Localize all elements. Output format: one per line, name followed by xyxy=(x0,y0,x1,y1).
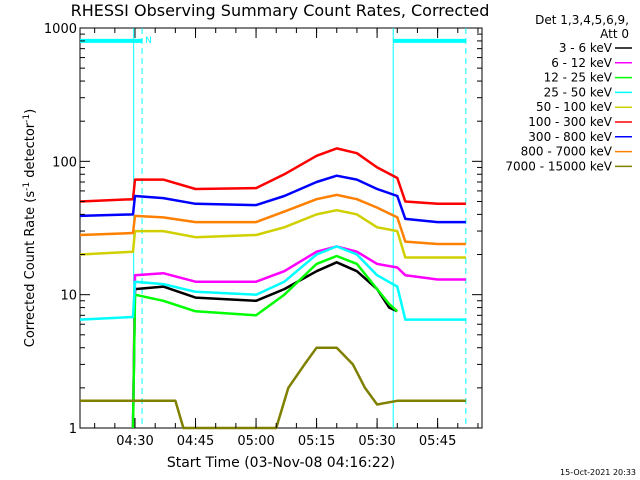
footer-timestamp: 15-Oct-2021 20:33 xyxy=(560,468,636,477)
chart-title: RHESSI Observing Summary Count Rates, Co… xyxy=(71,1,490,20)
y-axis-label-sup-1: -1 xyxy=(22,182,32,191)
x-tick-label-4: 05:30 xyxy=(358,434,395,449)
legend-label-3: 25 - 50 keV xyxy=(544,85,613,99)
legend-label-1: 6 - 12 keV xyxy=(551,56,613,70)
attenuator-bar-layer: N xyxy=(80,36,466,46)
legend-label-0: 3 - 6 keV xyxy=(559,41,613,55)
legend-label-2: 12 - 25 keV xyxy=(544,71,613,85)
y-tick-label-2: 100 xyxy=(52,155,77,170)
x-tick-label-2: 05:00 xyxy=(237,434,274,449)
series-line-5 xyxy=(79,147,466,206)
x-tick-label-3: 05:15 xyxy=(298,434,335,449)
y-axis-label: Corrected Count Rate (s-1 detector-1) xyxy=(22,109,38,347)
state-marker-layer xyxy=(133,28,467,428)
y-axis: 1 10 100 1000 xyxy=(44,22,482,437)
attenuator-bar-label: N xyxy=(145,36,152,46)
legend-label-4: 50 - 100 keV xyxy=(536,100,613,114)
plot-frame xyxy=(79,27,483,429)
legend-header-line-1: Det 1,3,4,5,6,9, xyxy=(535,13,629,27)
legend-header-line-2: Att 0 xyxy=(600,27,629,41)
x-tick-label-5: 05:45 xyxy=(419,434,456,449)
x-tick-label-0: 04:30 xyxy=(116,434,153,449)
y-tick-label-0: 1 xyxy=(69,422,77,437)
series-line-6 xyxy=(79,174,466,224)
series-layer xyxy=(79,147,466,430)
x-tick-label-1: 04:45 xyxy=(177,434,214,449)
series-line-1 xyxy=(131,245,466,429)
series-line-2 xyxy=(131,254,399,429)
legend-label-7: 800 - 7000 keV xyxy=(521,145,613,159)
y-axis-label-mid: detector xyxy=(23,122,38,182)
y-tick-label-3: 1000 xyxy=(44,22,77,37)
x-axis: 04:30 04:45 05:00 05:15 05:30 05:45 xyxy=(94,28,479,449)
y-axis-label-main: Corrected Count Rate (s xyxy=(23,191,38,348)
legend-label-5: 100 - 300 keV xyxy=(528,115,612,129)
series-line-4 xyxy=(79,208,466,259)
x-axis-label: Start Time (03-Nov-08 04:16:22) xyxy=(167,455,395,471)
legend-label-8: 7000 - 15000 keV xyxy=(505,159,612,173)
y-axis-label-sup-2: -1 xyxy=(22,114,32,123)
series-line-8 xyxy=(80,346,466,430)
legend-label-6: 300 - 800 keV xyxy=(528,130,612,144)
y-axis-label-end: ) xyxy=(23,109,38,114)
series-line-3 xyxy=(79,245,466,321)
y-tick-label-1: 10 xyxy=(60,289,77,304)
series-line-7 xyxy=(79,193,466,246)
